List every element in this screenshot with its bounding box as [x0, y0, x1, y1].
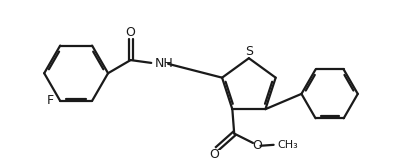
Text: CH₃: CH₃ — [277, 140, 298, 150]
Text: S: S — [244, 45, 252, 58]
Text: F: F — [47, 94, 53, 107]
Text: NH: NH — [155, 57, 173, 70]
Text: O: O — [209, 148, 219, 160]
Text: O: O — [126, 26, 135, 39]
Text: O: O — [252, 139, 262, 152]
